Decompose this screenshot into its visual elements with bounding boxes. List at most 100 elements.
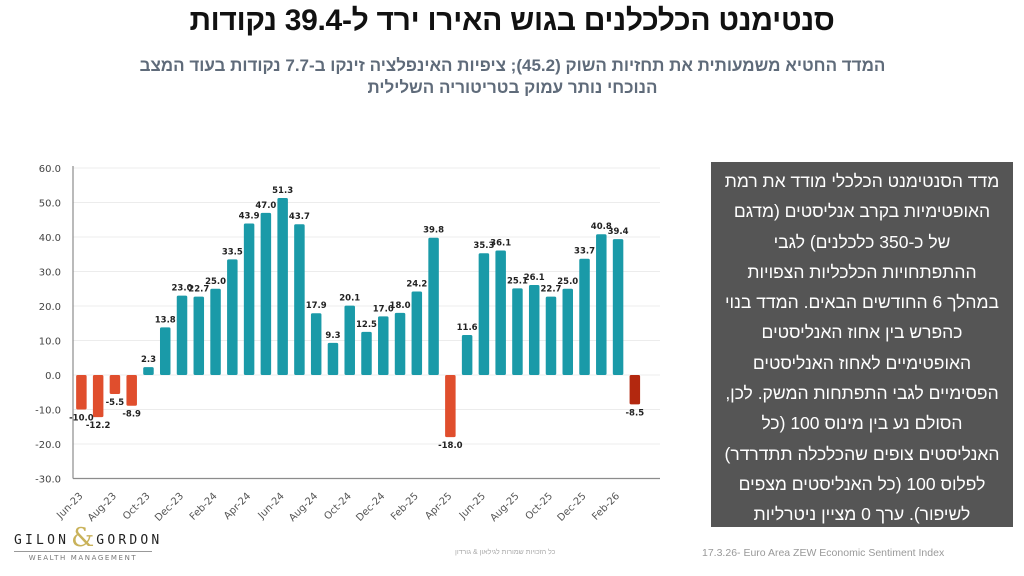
bar: [260, 212, 272, 375]
copyright-notice: כל הזכויות שמורות לגילאון & גורדון: [455, 549, 556, 556]
bar: [76, 375, 87, 410]
data-label: 39.4: [608, 227, 629, 237]
bar: [361, 331, 372, 375]
data-label: 12.5: [356, 320, 377, 330]
sentiment-bar-chart: 60.0 50.0 40.0 30.0 20.0 10.0 0.0 -10.0 -20.0 -30…: [35, 164, 660, 524]
bar: [210, 288, 221, 375]
data-label: 17.0: [373, 304, 394, 314]
x-tick-label: Aug-23: [86, 491, 119, 524]
y-tick-label: 30.0: [39, 268, 61, 279]
data-label: 26.1: [524, 273, 545, 283]
index-explanation-box: מדד הסנטימנט הכלכלי מודד את רמת האופטימיו…: [711, 162, 1013, 527]
info-box-line: האנליסטים צופים שהכלכלה תתדרדר): [724, 443, 1000, 464]
info-box-line: האופטימיים לאחוז האנליסטים: [752, 352, 972, 373]
data-label: 2.3: [141, 355, 156, 365]
logo-ampersand-icon: &: [71, 523, 95, 553]
y-tick-label: -10.0: [35, 406, 61, 417]
y-tick-label: 40.0: [39, 233, 61, 244]
x-tick-label: Feb-24: [188, 491, 220, 523]
bar: [428, 237, 439, 375]
data-label: 25.0: [557, 277, 578, 287]
data-label: -5.5: [106, 398, 125, 408]
bar: [327, 342, 339, 375]
subtitle-line-2: הנוכחי נותר עמוק בטריטוריה השלילית: [367, 78, 658, 97]
y-tick-label: 10.0: [39, 337, 61, 348]
logo-name-left: GILON: [14, 533, 70, 548]
x-tick-label: Oct-23: [121, 491, 153, 523]
bar: [344, 305, 355, 375]
logo-wordmark: GILON & GORDON: [14, 523, 159, 553]
logo-tagline: WEALTH MANAGEMENT: [28, 554, 138, 562]
x-tick-label: Aug-24: [287, 491, 320, 524]
bar: [445, 375, 456, 438]
bar: [92, 375, 104, 418]
bar: [394, 312, 406, 375]
info-box-line: כהפרש בין אחוז האנליסטים: [761, 322, 963, 343]
info-box-line: של כ-350 כלכלנים) לגבי: [773, 231, 951, 252]
x-tick-label: Oct-25: [524, 491, 556, 523]
info-box-line: מדד הסנטימנט הכלכלי מודד את רמת: [724, 171, 1000, 191]
data-label: 39.8: [423, 226, 444, 236]
x-axis-ticks: Jun-23 Aug-23 Oct-23 Dec-23 Feb-24 Apr-24 Jun-…: [54, 491, 622, 524]
bar: [378, 316, 389, 375]
data-label: -8.5: [626, 408, 645, 418]
info-box-line: האופטימיות בקרב אנליסטים (מדגם: [733, 201, 991, 222]
bar: [629, 375, 641, 405]
data-label: -10.0: [69, 414, 94, 424]
y-tick-label: -30.0: [35, 475, 61, 486]
bar: [126, 375, 137, 406]
bar: [143, 367, 154, 375]
data-label: 11.6: [457, 323, 478, 333]
logo-name-right: GORDON: [96, 533, 163, 548]
bar: [176, 295, 188, 375]
data-label: 22.7: [540, 285, 561, 295]
x-tick-label: Oct-24: [322, 491, 354, 523]
bar: [243, 223, 255, 375]
bar: [294, 224, 305, 375]
subtitle-line-1: המדד החטיא משמעותית את תחזיות השוק (45.2…: [139, 56, 886, 75]
y-tick-label: 60.0: [39, 164, 61, 175]
data-label: 25.0: [205, 277, 226, 287]
y-tick-label: 20.0: [39, 302, 61, 313]
info-box-line: הסולם נע בין מינוס 100 (כל: [761, 413, 963, 434]
x-tick-label: Feb-25: [389, 491, 421, 523]
axes: [72, 166, 660, 480]
x-tick-label: Jun-23: [54, 491, 85, 522]
bar: [109, 375, 121, 394]
page-subtitle: המדד החטיא משמעותית את תחזיות השוק (45.2…: [90, 55, 935, 99]
x-tick-label: Jun-24: [256, 491, 287, 522]
data-label: 43.9: [239, 212, 260, 222]
x-tick-label: Dec-23: [153, 491, 186, 524]
bar: [612, 239, 624, 375]
logo-divider: [14, 551, 152, 552]
data-label: 33.7: [574, 247, 595, 257]
data-label: -12.2: [86, 421, 111, 431]
bar: [193, 296, 205, 375]
bar: [277, 198, 288, 375]
data-label: 36.1: [490, 238, 511, 248]
data-label: -8.9: [122, 410, 141, 420]
bar: [528, 284, 540, 375]
data-label: 51.3: [272, 186, 293, 196]
bar: [159, 327, 171, 375]
data-label: 35.3: [473, 241, 494, 251]
bar: [579, 258, 590, 375]
bar: [512, 288, 523, 375]
data-label: 23.0: [172, 284, 193, 294]
data-label: 25.1: [507, 276, 528, 286]
x-tick-label: Aug-25: [488, 491, 521, 524]
data-labels: -10.0-12.2-5.5-8.92.313.823.022.725.033.…: [69, 186, 644, 451]
info-box-line: לפלוס 100 (כל האנליסטים מצפים: [738, 473, 986, 494]
bar: [411, 291, 423, 375]
y-tick-label: -20.0: [35, 440, 61, 451]
bars: [76, 198, 641, 438]
data-label: -18.0: [438, 441, 463, 451]
y-axis-ticks: 60.0 50.0 40.0 30.0 20.0 10.0 0.0 -10.0 -20.0 -30…: [35, 164, 61, 486]
company-logo: GILON & GORDON WEALTH MANAGEMENT: [14, 523, 159, 562]
info-box-line: לשיפור). ערך 0 מציין ניטרליות: [753, 504, 971, 525]
info-box-line: ההתפתחויות הכלכליות הצפויות: [747, 261, 977, 282]
bar: [227, 259, 238, 375]
data-label: 47.0: [255, 201, 276, 211]
data-label: 40.8: [591, 222, 612, 232]
bar: [596, 234, 607, 375]
